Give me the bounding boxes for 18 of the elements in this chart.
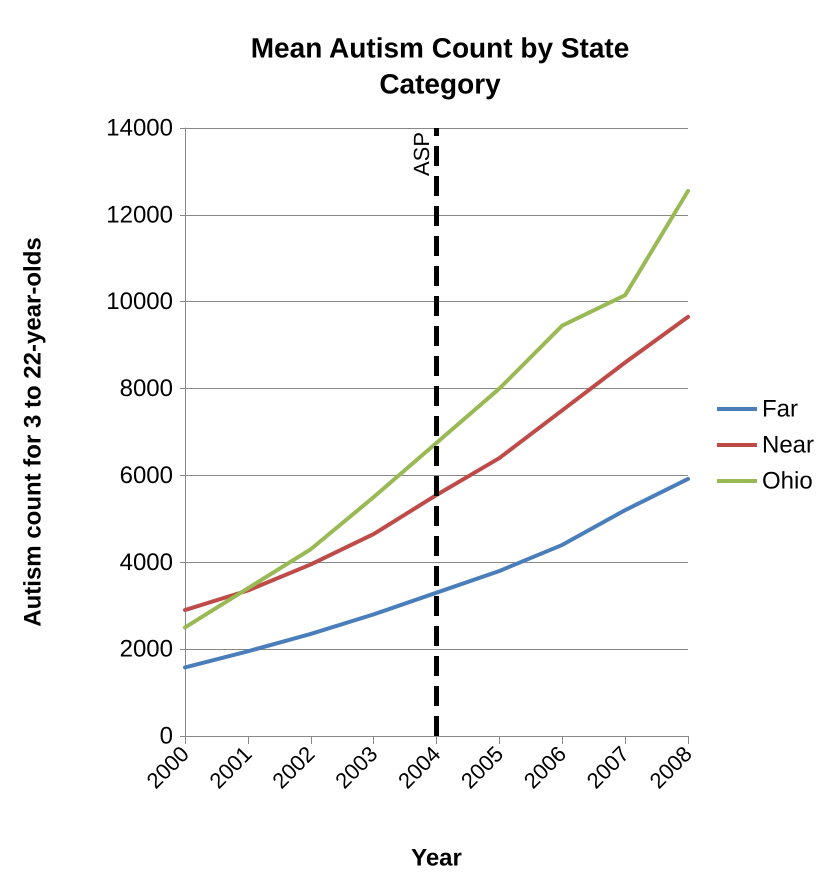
- y-tick-label: 14000: [106, 114, 173, 142]
- legend-label: Ohio: [762, 468, 813, 494]
- y-tick-label: 8000: [120, 375, 173, 402]
- legend-label: Far: [762, 396, 798, 422]
- y-tick-label: 2000: [120, 636, 173, 663]
- y-tick-label: 4000: [120, 548, 173, 576]
- y-tick-label: 0: [160, 722, 173, 750]
- ref-line-label: ASP: [409, 132, 434, 176]
- line-series: [183, 188, 690, 630]
- y-tick-label: 12000: [106, 201, 173, 228]
- chart-title: Mean Autism Count by State Category: [250, 32, 630, 100]
- y-tick-label: 10000: [106, 288, 173, 316]
- line-series: [183, 314, 690, 612]
- x-axis-title: Year: [411, 844, 462, 872]
- y-axis-title: Autism count for 3 to 22-year-olds: [20, 237, 46, 627]
- legend-label: Near: [762, 432, 814, 458]
- y-tick-label: 6000: [120, 462, 173, 489]
- line-series: [183, 476, 690, 670]
